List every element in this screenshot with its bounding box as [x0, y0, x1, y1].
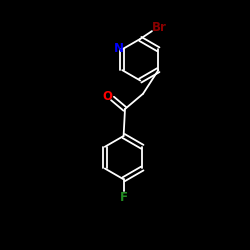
- Text: O: O: [102, 90, 113, 103]
- Text: F: F: [120, 190, 128, 203]
- Text: Br: Br: [152, 21, 167, 34]
- Text: N: N: [114, 42, 124, 55]
